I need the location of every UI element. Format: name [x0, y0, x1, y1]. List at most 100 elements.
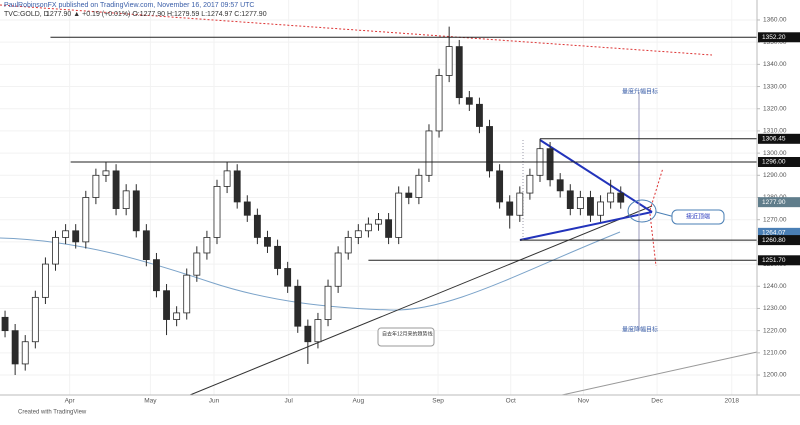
candle-body: [344, 237, 352, 254]
candle-body: [395, 192, 403, 238]
candle-body: [264, 237, 271, 247]
candle-body: [304, 325, 312, 343]
candle-body: [142, 230, 150, 261]
y-tick-label: 1240.00: [763, 283, 787, 290]
candle-body: [82, 197, 90, 243]
level-label: 1296.00: [762, 159, 786, 166]
candle-body: [11, 330, 19, 365]
candle-body: [364, 223, 372, 232]
upside-label: 量度升幅目标: [622, 88, 658, 96]
candle-body: [496, 170, 504, 203]
candle-body: [41, 263, 49, 298]
moving-average: [0, 231, 621, 311]
candle-body: [62, 230, 70, 238]
candle-body: [122, 190, 130, 209]
footer: Created with TradingView: [18, 410, 87, 416]
candle-body: [405, 192, 413, 198]
candle-body: [576, 197, 584, 209]
candle-body: [617, 192, 625, 203]
candle-body: [253, 214, 261, 238]
x-tick-label: Jul: [285, 398, 294, 405]
apex-label: 接近顶端: [686, 213, 710, 221]
candle-body: [112, 170, 120, 209]
y-tick-label: 1230.00: [763, 305, 787, 312]
candle-body: [1, 316, 9, 332]
candle-body: [72, 230, 80, 243]
candle-body: [203, 237, 211, 254]
level-tag: [758, 32, 800, 43]
x-tick-label: May: [144, 398, 157, 405]
symbol: TVC:GOLD, D: [4, 11, 49, 18]
trendline: [189, 205, 653, 396]
candle-body: [516, 192, 524, 216]
candle-body: [233, 170, 241, 203]
level-label: 1277.90: [762, 199, 786, 206]
y-tick-label: 1340.00: [763, 61, 787, 68]
candle-body: [153, 259, 160, 292]
candle-body: [334, 252, 342, 287]
plot: [1, 26, 757, 376]
candle-body: [274, 245, 281, 269]
candle-body: [587, 197, 594, 216]
candle-body: [465, 97, 473, 105]
level-label: 1306.45: [762, 136, 786, 143]
candle-body: [132, 190, 140, 232]
candle-body: [566, 190, 574, 209]
candle-body: [486, 126, 493, 172]
level-tag: [758, 227, 800, 238]
candle-body: [193, 252, 201, 276]
axis-labels: 1200.001210.001220.001230.001240.001250.…: [65, 17, 800, 405]
y-tick-label: 1290.00: [763, 172, 787, 179]
candle-body: [52, 237, 59, 265]
y-tick-label: 1350.00: [763, 39, 787, 46]
candle-body: [243, 201, 251, 216]
x-tick-label: Apr: [65, 398, 76, 405]
candle-body: [546, 148, 554, 181]
y-tick-label: 1210.00: [763, 350, 787, 357]
quote: 1277.90 ▲ +0.19 (+0.01%) O:1277.90 H:127…: [46, 11, 267, 18]
level-label: 1352.20: [762, 34, 786, 41]
x-tick-label: Jun: [209, 398, 220, 405]
candle-body: [556, 179, 564, 192]
x-tick-label: Oct: [506, 398, 516, 405]
level-label: 1264.07: [762, 230, 786, 237]
trendline-label: 自去年12月来的趋势线: [382, 330, 433, 337]
y-tick-label: 1310.00: [763, 128, 787, 135]
candle-body: [445, 46, 453, 76]
candle-body: [92, 174, 100, 198]
candle-body: [284, 268, 292, 287]
candle-body: [385, 219, 393, 238]
candle-body: [506, 201, 514, 216]
candle-body: [213, 186, 221, 238]
level-tag: [758, 255, 800, 266]
red-resistance: [0, 4, 713, 56]
candle-body: [526, 174, 534, 194]
candle-body: [354, 230, 362, 238]
level-label: 1251.70: [762, 257, 786, 264]
candle-body: [102, 170, 110, 176]
y-tick-label: 1220.00: [763, 327, 787, 334]
candle-body: [607, 192, 615, 203]
breakout-up: [649, 167, 664, 211]
candle-body: [455, 46, 463, 99]
candle-body: [223, 170, 231, 187]
breakout-down: [649, 213, 657, 267]
level-tag: [758, 156, 800, 167]
candle-body: [314, 319, 322, 343]
candle-body: [31, 296, 39, 343]
lower-line: [561, 351, 758, 396]
trend-callout: [377, 327, 435, 347]
level-tag: [758, 197, 800, 208]
callout-box: [671, 209, 725, 225]
candle-body: [163, 290, 170, 320]
x-tick-label: 2018: [725, 398, 740, 405]
y-tick-label: 1330.00: [763, 83, 787, 90]
y-tick-label: 1200.00: [763, 372, 787, 379]
candle-body: [435, 75, 443, 132]
x-tick-label: Sep: [432, 398, 444, 405]
level-tag: [758, 133, 800, 144]
x-tick-label: Aug: [353, 398, 365, 405]
candle-body: [375, 219, 382, 225]
candle-body: [597, 201, 604, 216]
candle-body: [425, 130, 433, 176]
